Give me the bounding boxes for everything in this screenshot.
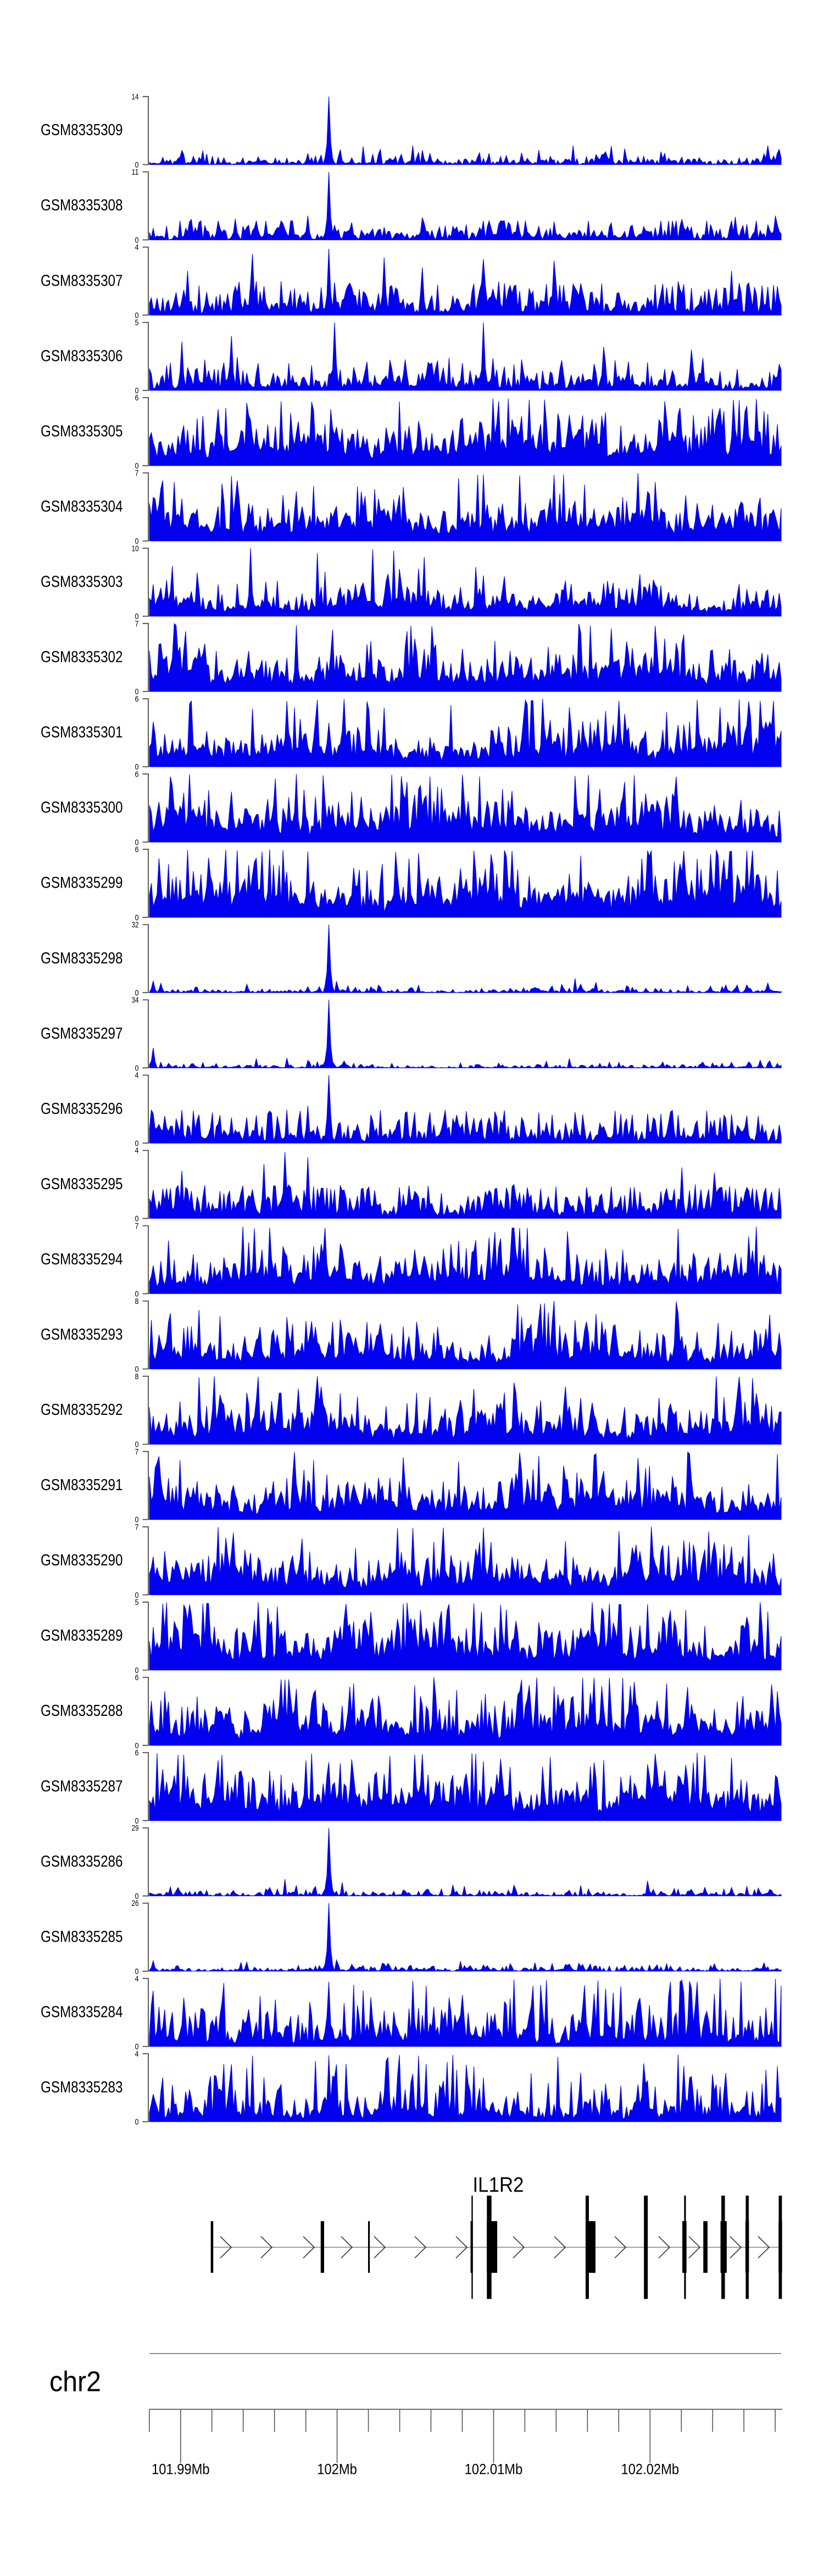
svg-text:0: 0 (135, 160, 139, 170)
svg-text:0: 0 (135, 1967, 139, 1976)
svg-text:GSM8335292: GSM8335292 (41, 1401, 123, 1419)
svg-text:6: 6 (135, 694, 139, 704)
svg-text:11: 11 (132, 168, 139, 177)
svg-text:0: 0 (135, 1816, 139, 1826)
svg-text:4: 4 (135, 243, 139, 252)
svg-text:0: 0 (135, 2042, 139, 2051)
svg-text:GSM8335303: GSM8335303 (41, 573, 123, 591)
svg-text:0: 0 (135, 1440, 139, 1449)
svg-text:0: 0 (135, 1892, 139, 1901)
svg-text:GSM8335290: GSM8335290 (41, 1552, 123, 1569)
svg-text:GSM8335305: GSM8335305 (41, 422, 123, 440)
svg-text:GSM8335295: GSM8335295 (41, 1175, 123, 1193)
svg-text:0: 0 (135, 1139, 139, 1148)
svg-text:34: 34 (132, 996, 139, 1005)
svg-text:GSM8335289: GSM8335289 (41, 1627, 123, 1644)
svg-text:5: 5 (135, 1598, 139, 1607)
svg-text:8: 8 (135, 1372, 139, 1381)
svg-text:0: 0 (135, 913, 139, 922)
svg-text:GSM8335308: GSM8335308 (41, 197, 123, 214)
svg-text:6: 6 (135, 393, 139, 403)
svg-text:0: 0 (135, 1063, 139, 1073)
svg-text:14: 14 (132, 92, 139, 102)
svg-text:101.99Mb: 101.99Mb (152, 2461, 210, 2478)
svg-text:7: 7 (135, 619, 139, 628)
svg-text:0: 0 (135, 762, 139, 772)
svg-text:GSM8335285: GSM8335285 (41, 1928, 123, 1945)
svg-text:102Mb: 102Mb (317, 2461, 357, 2478)
svg-text:7: 7 (135, 1523, 139, 1532)
svg-text:7: 7 (135, 1447, 139, 1457)
svg-text:4: 4 (135, 1974, 139, 1983)
svg-text:GSM8335299: GSM8335299 (41, 874, 123, 892)
svg-text:GSM8335286: GSM8335286 (41, 1853, 123, 1870)
svg-text:0: 0 (135, 236, 139, 245)
svg-text:GSM8335309: GSM8335309 (41, 121, 123, 139)
svg-text:10: 10 (132, 544, 139, 553)
svg-text:32: 32 (132, 921, 139, 930)
svg-text:chr2: chr2 (49, 2366, 101, 2398)
svg-text:GSM8335293: GSM8335293 (41, 1326, 123, 1343)
svg-text:GSM8335287: GSM8335287 (41, 1777, 123, 1795)
svg-text:0: 0 (135, 2117, 139, 2127)
svg-text:29: 29 (132, 1824, 139, 1833)
svg-text:8: 8 (135, 1297, 139, 1306)
svg-text:GSM8335288: GSM8335288 (41, 1702, 123, 1720)
svg-text:0: 0 (135, 838, 139, 847)
svg-text:0: 0 (135, 386, 139, 395)
svg-text:GSM8335306: GSM8335306 (41, 347, 123, 365)
svg-text:GSM8335284: GSM8335284 (41, 2004, 123, 2021)
svg-text:0: 0 (135, 1515, 139, 1525)
svg-text:GSM8335296: GSM8335296 (41, 1100, 123, 1118)
svg-text:7: 7 (135, 469, 139, 478)
svg-text:0: 0 (135, 1365, 139, 1374)
svg-text:0: 0 (135, 1666, 139, 1675)
svg-text:6: 6 (135, 1748, 139, 1758)
svg-text:102.02Mb: 102.02Mb (621, 2461, 680, 2478)
svg-text:0: 0 (135, 1741, 139, 1750)
svg-text:0: 0 (135, 311, 139, 320)
svg-text:GSM8335301: GSM8335301 (41, 724, 123, 741)
svg-text:GSM8335302: GSM8335302 (41, 649, 123, 666)
svg-text:GSM8335283: GSM8335283 (41, 2079, 123, 2097)
svg-text:GSM8335291: GSM8335291 (41, 1476, 123, 1494)
svg-text:0: 0 (135, 1214, 139, 1224)
svg-text:4: 4 (135, 1071, 139, 1080)
svg-text:4: 4 (135, 2049, 139, 2059)
svg-text:IL1R2: IL1R2 (473, 2174, 524, 2197)
svg-text:4: 4 (135, 1146, 139, 1156)
svg-text:GSM8335294: GSM8335294 (41, 1251, 123, 1268)
svg-text:26: 26 (132, 1899, 139, 1908)
svg-text:0: 0 (135, 988, 139, 997)
svg-text:102.01Mb: 102.01Mb (465, 2461, 523, 2478)
svg-text:0: 0 (135, 612, 139, 621)
svg-text:0: 0 (135, 537, 139, 546)
svg-text:GSM8335298: GSM8335298 (41, 950, 123, 967)
svg-text:5: 5 (135, 318, 139, 327)
svg-text:GSM8335304: GSM8335304 (41, 498, 123, 516)
svg-text:GSM8335297: GSM8335297 (41, 1025, 123, 1042)
svg-text:0: 0 (135, 687, 139, 696)
svg-text:6: 6 (135, 1673, 139, 1682)
svg-text:GSM8335307: GSM8335307 (41, 272, 123, 289)
svg-text:7: 7 (135, 1222, 139, 1231)
svg-text:0: 0 (135, 1591, 139, 1600)
svg-text:0: 0 (135, 461, 139, 471)
svg-text:6: 6 (135, 770, 139, 779)
svg-text:0: 0 (135, 1290, 139, 1299)
svg-text:6: 6 (135, 845, 139, 855)
svg-text:GSM8335300: GSM8335300 (41, 799, 123, 817)
